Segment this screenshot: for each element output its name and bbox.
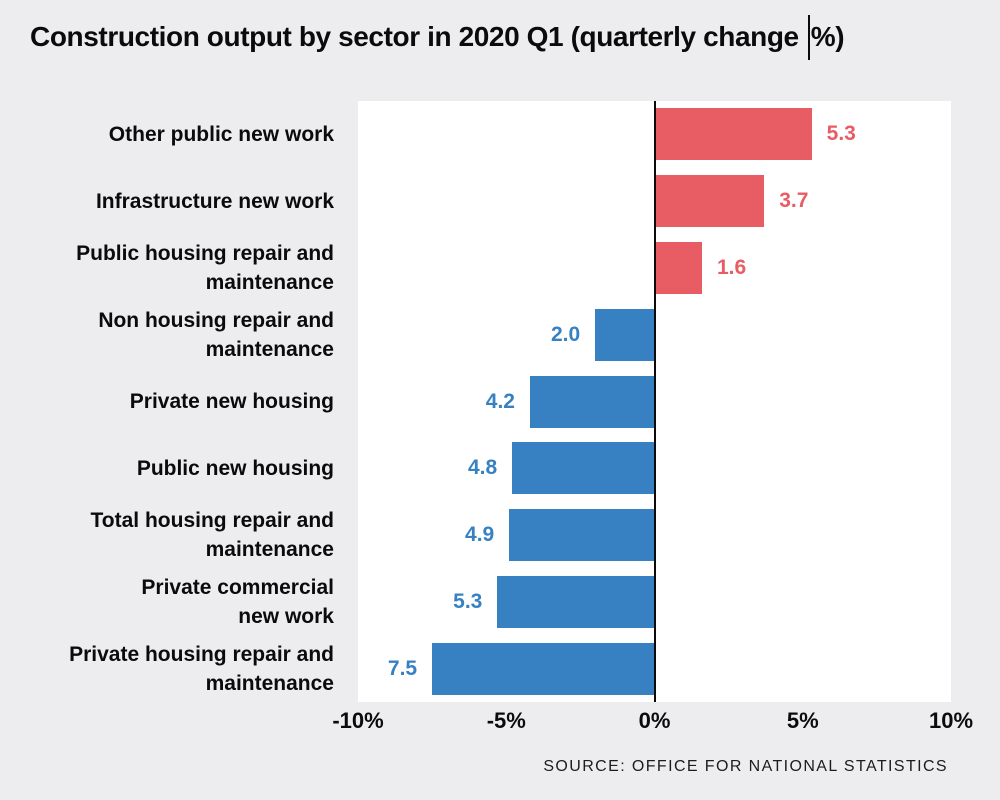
bar-track: 5.3 xyxy=(358,568,951,635)
chart-title: Construction output by sector in 2020 Q1… xyxy=(30,14,845,60)
value-label: 4.9 xyxy=(465,523,495,547)
bar xyxy=(497,575,655,628)
bar-track: 3.7 xyxy=(358,168,951,235)
category-label: Infrastructure new work xyxy=(95,189,334,213)
category-label: Private new housing xyxy=(129,390,334,414)
bar xyxy=(654,108,812,161)
zero-axis-line xyxy=(653,101,656,702)
chart-row: Other public new work 5.3 xyxy=(28,101,951,168)
x-tick-pos5: 5% xyxy=(786,708,819,733)
category-label: Other public new work xyxy=(108,122,334,146)
source-credit: SOURCE: OFFICE FOR NATIONAL STATISTICS xyxy=(543,758,948,775)
x-tick-zero: 0% xyxy=(638,708,671,733)
value-label: 5.3 xyxy=(453,589,483,613)
bar xyxy=(654,175,765,228)
x-tick-pos10: 10% xyxy=(928,708,974,733)
chart-row: Public new housing 4.8 xyxy=(28,435,951,502)
bar-track: 4.8 xyxy=(358,435,951,502)
x-axis: -10% -5% 0% 5% 10% xyxy=(332,708,973,736)
bar xyxy=(529,375,655,428)
x-tick-neg5: -5% xyxy=(486,708,526,733)
category-label: Public housing repair and maintenance xyxy=(76,241,334,294)
chart-row: Public housing repair and maintenance 1.… xyxy=(28,235,951,302)
chart-row: Private commercial new work 5.3 xyxy=(28,568,951,635)
bar-chart: Other public new work 5.3 Infrastructure… xyxy=(28,101,951,702)
category-label: Non housing repair and maintenance xyxy=(98,308,334,361)
chart-title-text: Construction output by sector in 2020 Q1… xyxy=(30,21,799,52)
category-label: Private housing repair and maintenance xyxy=(69,642,334,695)
bar xyxy=(512,442,655,495)
bar-track: 5.3 xyxy=(358,101,951,168)
bar-track: 4.2 xyxy=(358,368,951,435)
bar xyxy=(595,308,655,361)
chart-row: Non housing repair and maintenance 2.0 xyxy=(28,301,951,368)
bar-track: 1.6 xyxy=(358,235,951,302)
bar xyxy=(509,509,655,562)
value-label: 5.3 xyxy=(826,122,856,146)
category-label: Total housing repair and maintenance xyxy=(90,509,334,562)
chart-row: Private housing repair and maintenance 7… xyxy=(28,635,951,702)
bar-track: 2.0 xyxy=(358,301,951,368)
category-label: Public new housing xyxy=(136,456,334,480)
chart-title-percent: %) xyxy=(810,21,845,52)
value-label: 1.6 xyxy=(716,255,747,279)
bar-track: 7.5 xyxy=(358,635,951,702)
value-label: 2.0 xyxy=(551,322,581,346)
chart-rows: Other public new work 5.3 Infrastructure… xyxy=(28,101,951,702)
x-tick-neg10: -10% xyxy=(332,708,384,733)
bar xyxy=(654,241,702,294)
chart-row: Private new housing 4.2 xyxy=(28,368,951,435)
bar xyxy=(432,642,655,695)
value-label: 7.5 xyxy=(387,656,418,680)
category-label: Private commercial new work xyxy=(141,575,334,628)
title-cursor-line xyxy=(807,14,810,60)
value-label: 3.7 xyxy=(779,189,809,213)
chart-row: Infrastructure new work 3.7 xyxy=(28,168,951,235)
value-label: 4.8 xyxy=(467,456,498,480)
value-label: 4.2 xyxy=(485,389,515,413)
chart-row: Total housing repair and maintenance 4.9 xyxy=(28,502,951,569)
bar-track: 4.9 xyxy=(358,502,951,569)
